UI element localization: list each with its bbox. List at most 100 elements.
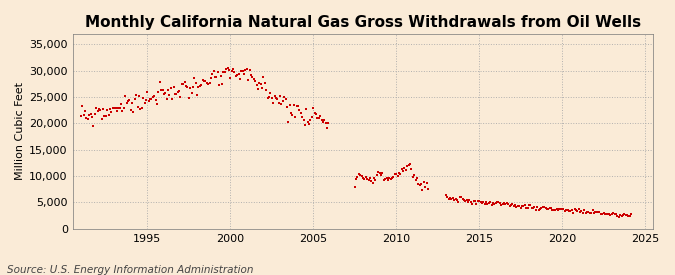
Point (573, 207, 584, 211)
Point (135, 106, 146, 111)
Point (136, 105, 147, 110)
Point (487, 201, 498, 205)
Point (300, 122, 310, 127)
Point (95, 108, 106, 112)
Point (113, 106, 124, 110)
Point (117, 109, 128, 114)
Point (119, 94, 130, 98)
Point (284, 103, 295, 107)
Point (370, 177, 381, 182)
Point (107, 106, 118, 110)
Point (80, 108, 90, 113)
Point (579, 208, 590, 213)
Point (464, 198, 475, 202)
Point (593, 209, 603, 214)
Point (569, 207, 580, 211)
Point (122, 101, 132, 105)
Point (240, 68, 251, 73)
Point (246, 72, 256, 77)
Point (606, 211, 617, 216)
Point (470, 199, 481, 203)
Point (414, 183, 425, 187)
Point (416, 182, 427, 186)
Point (308, 106, 319, 110)
Point (574, 210, 585, 214)
Point (128, 110, 139, 114)
Point (614, 214, 624, 219)
Point (251, 83, 262, 87)
Point (511, 205, 522, 210)
Point (519, 203, 530, 208)
Point (403, 163, 414, 167)
Point (449, 198, 460, 202)
Point (618, 213, 628, 217)
Point (388, 175, 399, 180)
Point (448, 196, 458, 200)
Point (373, 170, 383, 175)
Point (98, 107, 109, 111)
Point (94, 107, 105, 111)
Point (524, 203, 535, 207)
Point (500, 202, 511, 206)
Point (255, 82, 266, 87)
Point (495, 201, 506, 205)
Point (146, 96, 157, 101)
Point (554, 207, 565, 211)
Point (413, 182, 424, 186)
Point (238, 69, 248, 73)
Point (301, 107, 312, 111)
Point (202, 82, 213, 87)
Y-axis label: Million Cubic Feet: Million Cubic Feet (15, 82, 25, 180)
Point (78, 113, 89, 117)
Point (126, 108, 136, 112)
Point (302, 120, 313, 125)
Point (89, 112, 100, 116)
Point (254, 81, 265, 85)
Point (248, 76, 259, 81)
Point (213, 70, 223, 74)
Point (265, 90, 276, 95)
Point (616, 214, 627, 218)
Point (520, 206, 531, 210)
Point (99, 114, 110, 119)
Point (406, 166, 416, 171)
Point (367, 181, 378, 185)
Point (234, 76, 245, 81)
Point (193, 85, 204, 89)
Point (576, 208, 587, 213)
Point (472, 199, 483, 203)
Point (230, 73, 241, 78)
Point (622, 213, 632, 218)
Point (132, 104, 143, 109)
Point (207, 72, 218, 76)
Point (477, 200, 487, 205)
Point (389, 172, 400, 176)
Point (176, 82, 187, 86)
Point (514, 204, 524, 208)
Point (320, 121, 331, 125)
Point (169, 92, 180, 96)
Point (560, 209, 570, 213)
Point (624, 214, 635, 218)
Point (541, 207, 552, 211)
Point (499, 200, 510, 205)
Point (504, 204, 515, 208)
Point (147, 95, 158, 99)
Point (283, 120, 294, 125)
Point (547, 208, 558, 212)
Point (377, 170, 387, 175)
Point (548, 208, 559, 212)
Point (490, 200, 501, 205)
Point (142, 89, 153, 94)
Point (143, 99, 154, 104)
Point (409, 172, 420, 177)
Point (211, 75, 222, 79)
Point (103, 113, 114, 117)
Point (97, 117, 107, 121)
Point (227, 67, 238, 72)
Point (551, 207, 562, 211)
Point (101, 114, 111, 118)
Point (493, 200, 504, 204)
Point (134, 94, 144, 98)
Point (602, 212, 613, 216)
